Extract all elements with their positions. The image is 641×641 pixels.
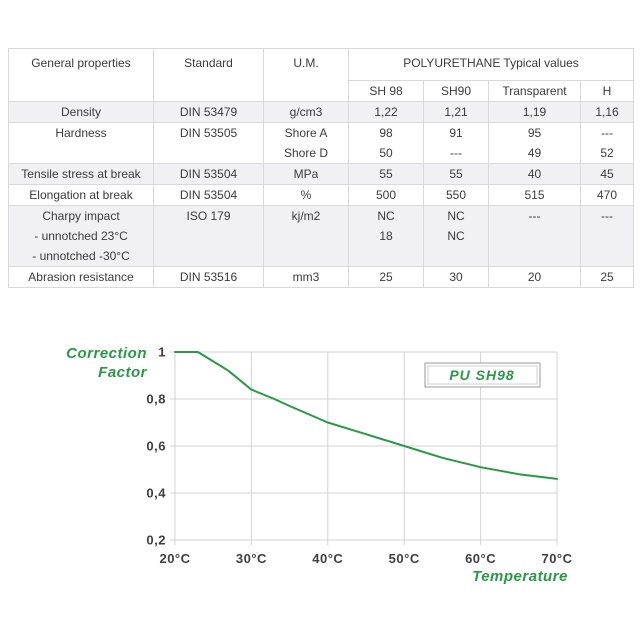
cell-standard: DIN 53505 [153,122,264,164]
header-sh90: SH90 [423,80,489,102]
cell-standard: DIN 53516 [153,266,264,288]
cell-value: 55 [423,163,489,185]
cell-standard: DIN 53504 [153,184,264,206]
x-tick-label: 70°C [541,551,572,566]
cell-property: Abrasion resistance [8,266,154,288]
cell-value: NC 18 [348,205,424,267]
cell-value: 25 [348,266,424,288]
table-row: Charpy impact - unnotched 23°C - unnotched… [8,205,634,267]
cell-standard: DIN 53504 [153,163,264,185]
x-tick-label: 20°C [159,551,190,566]
cell-value: 40 [488,163,581,185]
cell-um: g/cm3 [263,101,349,123]
cell-um: MPa [263,163,349,185]
cell-um: Shore A Shore D [263,122,349,164]
header-transparent: Transparent [488,80,581,102]
cell-value: --- [488,205,581,267]
x-tick-label: 50°C [389,551,420,566]
cell-property: Elongation at break [8,184,154,206]
legend-box-inner [427,365,538,385]
cell-standard: ISO 179 [153,205,264,267]
cell-value: 515 [488,184,581,206]
header-um: U.M. [263,48,349,102]
cell-value: 470 [580,184,634,206]
header-polyurethane-group: POLYURETHANE Typical values [348,48,634,81]
y-tick-label: 1 [158,345,166,360]
cell-value: 1,21 [423,101,489,123]
table-header: General properties Standard U.M. POLYURE… [8,48,634,102]
correction-factor-line [174,351,558,480]
header-standard: Standard [153,48,264,102]
cell-value: 25 [580,266,634,288]
y-tick-label: 0,6 [146,439,166,454]
cell-value: NC NC [423,205,489,267]
cell-value: 550 [423,184,489,206]
cell-value: 500 [348,184,424,206]
x-axis-title: Temperature [472,568,568,585]
cell-value: 91 --- [423,122,489,164]
x-tick-label: 30°C [236,551,267,566]
legend-label: PU SH98 [449,367,514,383]
y-axis-title-line1: Correction [66,345,147,362]
y-axis-title-line2: Factor [98,364,148,381]
cell-value: 95 49 [488,122,581,164]
x-tick-label: 60°C [465,551,496,566]
cell-value: 20 [488,266,581,288]
properties-table: General properties Standard U.M. POLYURE… [8,48,634,288]
cell-value: 30 [423,266,489,288]
cell-value: --- [580,205,634,267]
cell-property: Hardness [8,122,154,164]
header-general-properties: General properties [8,48,154,102]
cell-value: --- 52 [580,122,634,164]
chart-canvas: 20°C 30°C 40°C 50°C 60°C 70°C 1 0,8 0,6 0,4 0,2 PU … [66,345,572,586]
cell-value: 1,22 [348,101,424,123]
y-tick-label: 0,2 [146,533,166,548]
correction-factor-chart: 20°C 30°C 40°C 50°C 60°C 70°C 1 0,8 0,6 0,4 0,2 PU … [0,320,641,620]
cell-property: Tensile stress at break [8,163,154,185]
header-row-1: General properties Standard U.M. POLYURE… [8,48,634,102]
header-sh98: SH 98 [348,80,424,102]
cell-property: Charpy impact - unnotched 23°C - unnotched… [8,205,154,267]
table-row: Abrasion resistance DIN 53516 mm3 25 30 20 25 [8,266,634,288]
cell-value: 1,16 [580,101,634,123]
cell-standard: DIN 53479 [153,101,264,123]
cell-value: 45 [580,163,634,185]
y-tick-label: 0,4 [146,486,166,501]
y-tick-label: 0,8 [146,392,166,407]
cell-value: 55 [348,163,424,185]
cell-value: 98 50 [348,122,424,164]
header-h: H [580,80,634,102]
cell-um: % [263,184,349,206]
cell-value: 1,19 [488,101,581,123]
table-row: Density DIN 53479 g/cm3 1,22 1,21 1,19 1,16 [8,101,634,123]
table-row: Hardness DIN 53505 Shore A Shore D 98 50 91 ---… [8,122,634,164]
cell-um: kj/m2 [263,205,349,267]
table-row: Elongation at break DIN 53504% 500 550 515 47… [8,184,634,206]
table-body: Density DIN 53479 g/cm3 1,22 1,21 1,19 1,16 Har… [8,101,634,288]
cell-property: Density [8,101,154,123]
table-row: Tensile stress at break DIN 53504 MPa 55 55 4… [8,163,634,185]
cell-um: mm3 [263,266,349,288]
legend-box [424,362,541,388]
x-tick-label: 40°C [312,551,343,566]
